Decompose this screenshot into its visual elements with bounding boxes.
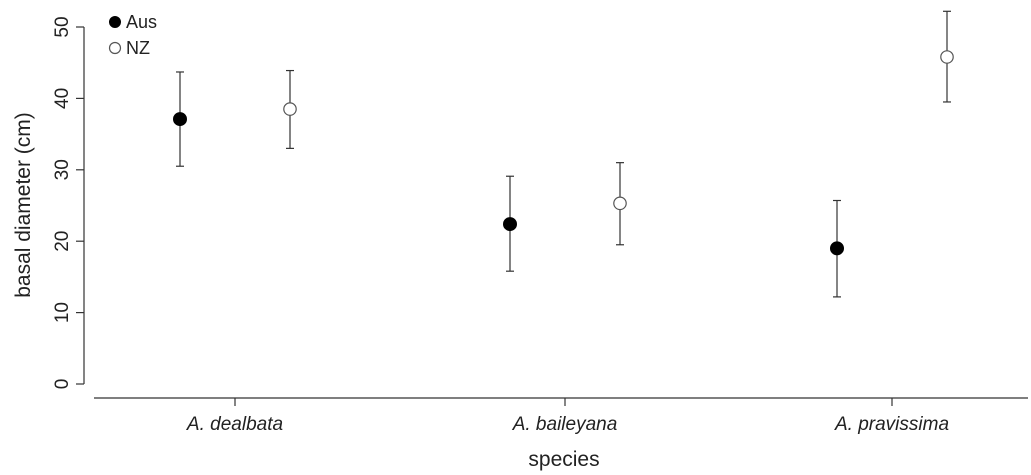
- y-tick-label: 30: [52, 159, 73, 180]
- x-tick-label: A. dealbata: [186, 414, 283, 435]
- x-axis-title: species: [528, 448, 599, 471]
- data-marks: [173, 10, 954, 298]
- y-tick-label: 10: [52, 302, 73, 323]
- y-tick-label: 0: [52, 379, 73, 390]
- legend-marker-aus: [109, 16, 121, 28]
- legend-label-nz: NZ: [126, 38, 150, 58]
- y-tick-label: 20: [52, 231, 73, 252]
- y-ticks: 0 10 20 30 40 50: [52, 16, 84, 389]
- data-point-nz: [283, 102, 297, 116]
- y-axis-title: basal diameter (cm): [12, 112, 35, 298]
- data-point-aus: [173, 112, 187, 127]
- data-point-nz: [940, 50, 954, 64]
- y-tick-label: 40: [52, 88, 73, 109]
- data-point-aus: [503, 217, 517, 232]
- legend-marker-nz: [108, 41, 122, 55]
- x-tick-label: A. pravissima: [834, 414, 949, 435]
- axes: 0 10 20 30 40 50 A. dealbata A. baileyana A. pr…: [52, 16, 1028, 435]
- x-tick-label: A. baileyana: [512, 414, 618, 435]
- data-point-aus: [830, 241, 844, 256]
- x-ticks: A. dealbata A. baileyana A. pravissima: [186, 398, 949, 435]
- data-point-nz: [613, 196, 627, 211]
- legend-label-aus: Aus: [126, 12, 157, 32]
- legend: Aus NZ: [108, 12, 157, 58]
- y-tick-label: 50: [52, 16, 73, 37]
